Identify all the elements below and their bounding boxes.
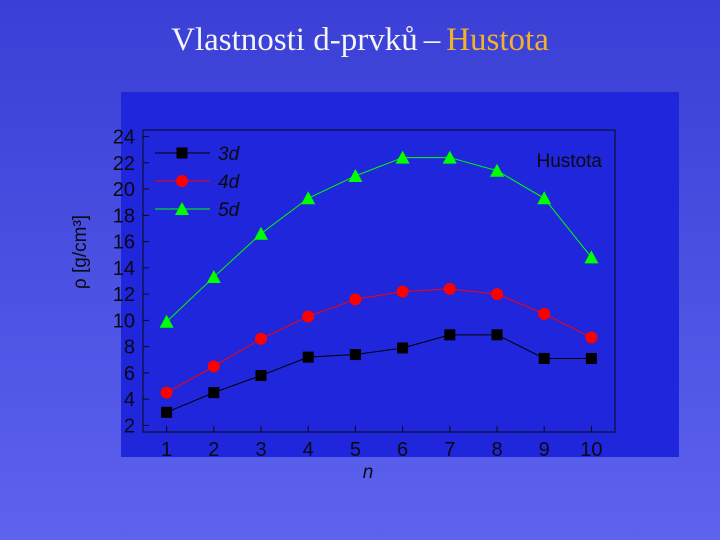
- legend-label: 5d: [218, 200, 241, 221]
- x-tick-label: 3: [255, 439, 266, 461]
- data-point: [538, 307, 551, 320]
- data-point: [255, 370, 267, 382]
- data-point: [348, 168, 363, 182]
- legend-item-5d: 5d: [155, 200, 241, 221]
- series-3d: [161, 329, 597, 418]
- y-tick-label: 12: [113, 284, 135, 306]
- y-tick-label: 24: [113, 127, 135, 149]
- data-point: [206, 270, 221, 284]
- data-point: [444, 329, 456, 341]
- data-point: [349, 293, 362, 306]
- y-tick-label: 20: [113, 179, 135, 201]
- data-point: [491, 288, 503, 301]
- data-point: [442, 150, 457, 164]
- legend-label: 4d: [218, 172, 241, 193]
- y-tick-label: 14: [113, 258, 135, 280]
- y-tick-label: 10: [113, 310, 135, 332]
- y-tick-label: 2: [124, 415, 135, 437]
- series-4d: [160, 282, 598, 399]
- chart-background: [121, 92, 679, 457]
- x-tick-label: 8: [491, 439, 502, 461]
- series-line: [166, 157, 592, 323]
- data-point: [301, 191, 316, 205]
- legend-label: 3d: [218, 144, 241, 165]
- data-point: [302, 310, 315, 323]
- data-point: [397, 342, 409, 354]
- y-tick-label: 18: [113, 205, 135, 227]
- data-point: [208, 387, 220, 399]
- x-tick-label: 6: [397, 439, 408, 461]
- legend-marker: [176, 175, 188, 187]
- legend-marker: [175, 202, 189, 215]
- data-point: [160, 386, 173, 399]
- data-point: [490, 163, 504, 177]
- legend-item-3d: 3d: [155, 144, 241, 165]
- data-point: [443, 282, 456, 295]
- chart-title: Hustota: [537, 151, 603, 172]
- x-axis-ticks: 1 2 3 4 5 6 7 8 9 10: [161, 426, 603, 461]
- y-tick-label: 4: [124, 389, 135, 411]
- y-tick-label: 8: [124, 337, 135, 359]
- y-tick-label: 6: [124, 363, 135, 385]
- x-tick-label: 2: [208, 439, 219, 461]
- x-tick-label: 7: [444, 439, 455, 461]
- data-point: [584, 250, 599, 264]
- title-main-text: Vlastnosti d-prvků: [171, 22, 418, 58]
- y-tick-label: 16: [113, 232, 135, 254]
- y-tick-label: 22: [113, 153, 135, 175]
- data-point: [255, 332, 267, 345]
- x-tick-label: 5: [350, 439, 361, 461]
- data-point: [349, 349, 361, 361]
- x-tick-label: 9: [539, 439, 550, 461]
- x-axis-label: n: [363, 462, 374, 483]
- data-point: [207, 360, 220, 373]
- data-point: [302, 351, 314, 363]
- data-point: [161, 406, 173, 418]
- series-5d: [159, 150, 599, 328]
- y-axis-label: ρ [g/cm³]: [70, 215, 91, 289]
- x-tick-label: 10: [580, 439, 602, 461]
- data-point: [537, 191, 552, 205]
- legend-marker: [176, 147, 188, 159]
- x-tick-label: 1: [161, 439, 172, 461]
- data-point: [254, 226, 268, 240]
- data-point: [491, 329, 503, 341]
- title-dash: –: [423, 22, 441, 58]
- slide-title: Vlastnosti d-prvků – Hustota: [0, 18, 720, 62]
- series-line: [166, 334, 592, 413]
- series-line: [166, 288, 592, 394]
- plot-frame: [142, 129, 616, 433]
- data-point: [538, 352, 550, 364]
- title-accent-text: Hustota: [446, 22, 549, 58]
- data-point: [396, 285, 409, 298]
- data-point: [585, 352, 597, 364]
- legend: 3d 4d 5d: [155, 144, 241, 221]
- data-point: [159, 314, 174, 328]
- series-layer: [159, 150, 599, 418]
- data-point: [585, 331, 598, 344]
- x-tick-label: 4: [303, 439, 314, 461]
- legend-item-4d: 4d: [155, 172, 241, 193]
- data-point: [395, 150, 410, 164]
